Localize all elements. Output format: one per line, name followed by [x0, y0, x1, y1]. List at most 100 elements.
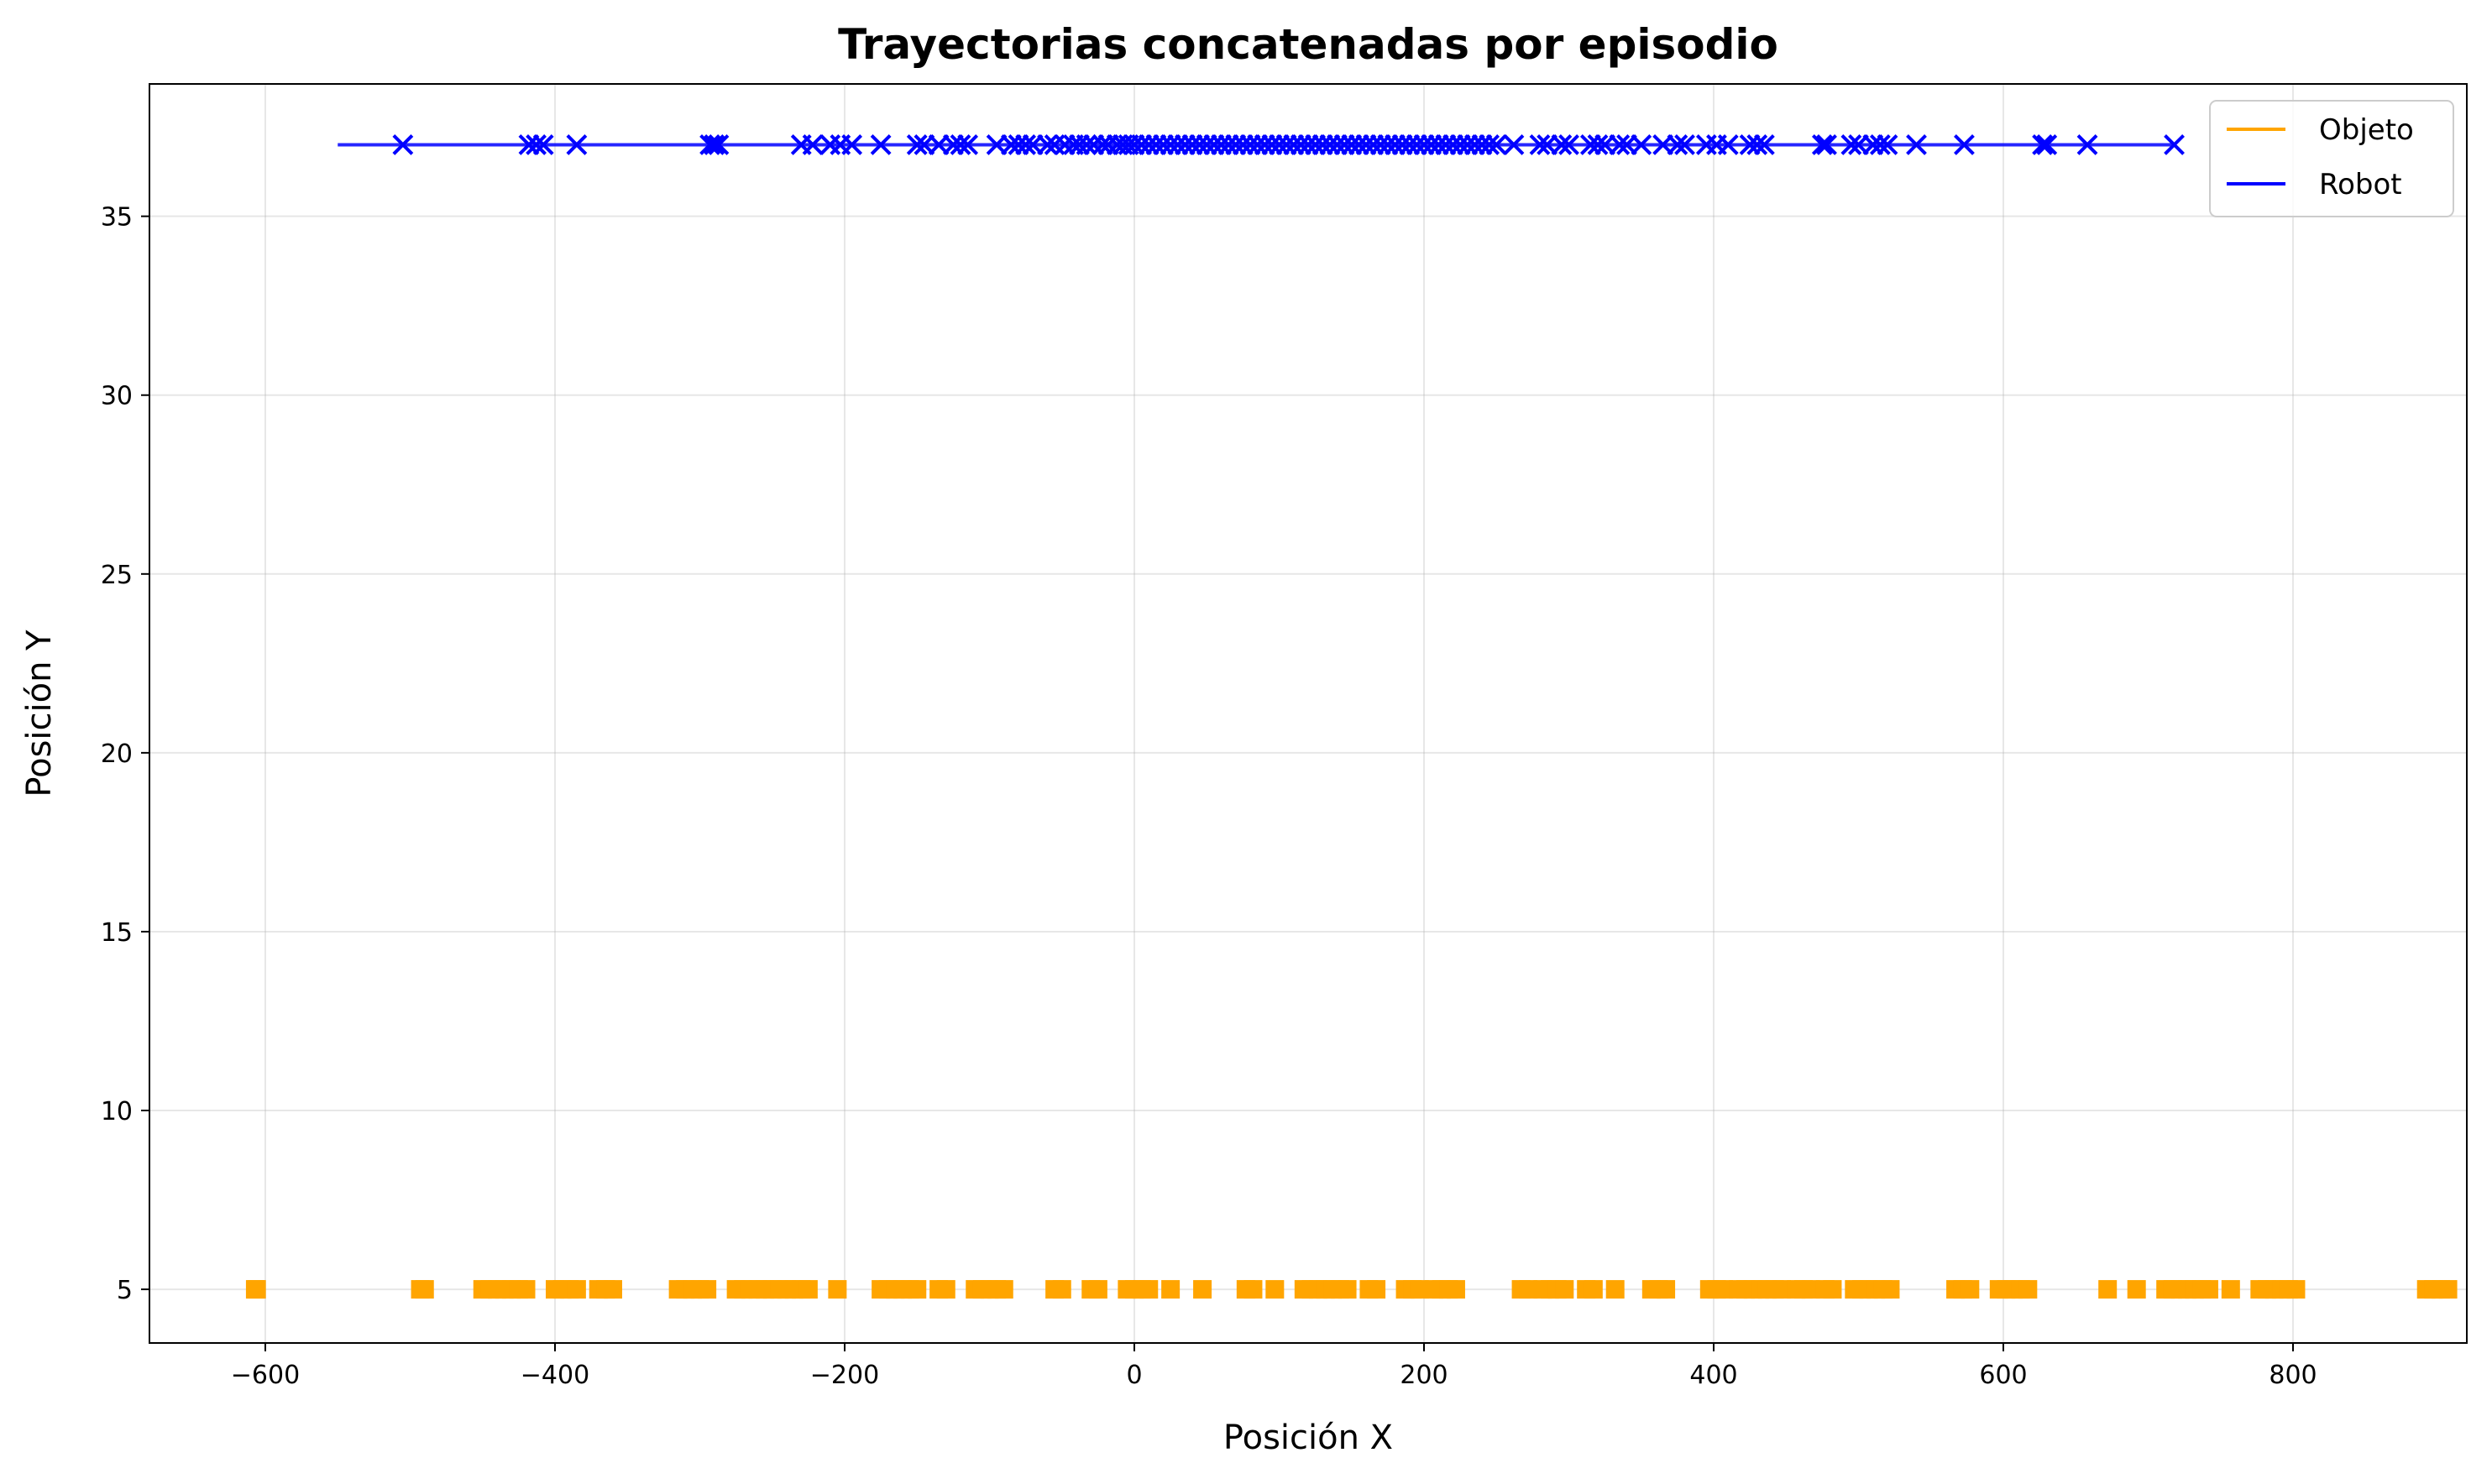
- objeto-point: [2221, 1280, 2240, 1299]
- robot-point: [392, 134, 414, 155]
- objeto-point: [247, 1280, 266, 1299]
- robot-point: [1954, 134, 1975, 155]
- robot-point: [841, 134, 863, 155]
- y-axis-label: Posición Y: [20, 630, 59, 797]
- robot-point: [1717, 134, 1739, 155]
- objeto-point: [567, 1280, 586, 1299]
- y-tick-label: 15: [101, 918, 133, 948]
- y-tick-label: 35: [101, 203, 133, 233]
- x-tick-label: 200: [1400, 1361, 1448, 1390]
- x-axis: −600 −400 −200 0 200 400 600 800: [231, 1343, 2317, 1390]
- y-tick-label: 20: [101, 739, 133, 769]
- objeto-point: [1881, 1280, 1900, 1299]
- robot-point: [1877, 134, 1898, 155]
- robot-point: [2164, 134, 2185, 155]
- objeto-point: [2199, 1280, 2218, 1299]
- objeto-point: [2018, 1280, 2038, 1299]
- objeto-point: [1052, 1280, 1071, 1299]
- robot-point: [1631, 134, 1652, 155]
- y-tick-label: 25: [101, 561, 133, 590]
- robot-point: [870, 134, 892, 155]
- robot-point: [957, 134, 979, 155]
- robot-point: [1609, 134, 1631, 155]
- x-axis-label: Posición X: [1223, 1419, 1393, 1457]
- robot-point: [1558, 134, 1579, 155]
- objeto-point: [415, 1280, 434, 1299]
- objeto-point: [2286, 1280, 2306, 1299]
- robot-point: [2036, 134, 2058, 155]
- objeto-point: [1584, 1280, 1603, 1299]
- plot-area: [149, 83, 2468, 1344]
- objeto-point: [1088, 1280, 1107, 1299]
- objeto-point: [994, 1280, 1013, 1299]
- robot-point: [1869, 134, 1891, 155]
- robot-point: [704, 134, 725, 155]
- objeto-point: [1961, 1280, 1980, 1299]
- y-tick-label: 30: [101, 382, 133, 411]
- robot-point: [802, 134, 824, 155]
- legend: Objeto Robot: [2209, 100, 2454, 217]
- objeto-point: [1605, 1280, 1625, 1299]
- robot-point: [1485, 134, 1507, 155]
- robot-point: [1811, 134, 1833, 155]
- chart-title: Trayectorias concatenadas por episodio: [838, 20, 1778, 69]
- robot-point: [1479, 134, 1500, 155]
- robot-point: [1503, 134, 1525, 155]
- axes-frame: [149, 83, 2468, 1344]
- x-tick-label: 0: [1126, 1361, 1142, 1390]
- robot-point: [1816, 134, 1837, 155]
- objeto-point: [2098, 1280, 2118, 1299]
- grid: [149, 84, 2467, 1343]
- robot-point: [1746, 134, 1768, 155]
- robot-point: [1551, 134, 1573, 155]
- robot-point: [1667, 134, 1688, 155]
- series-objeto: [245, 1280, 2458, 1299]
- legend-label-robot: Robot: [2319, 168, 2402, 201]
- objeto-point: [516, 1280, 536, 1299]
- objeto-point: [2438, 1280, 2458, 1299]
- robot-point: [1015, 134, 1037, 155]
- robot-point: [2076, 134, 2098, 155]
- objeto-point: [1193, 1280, 1212, 1299]
- x-tick-label: −400: [521, 1361, 589, 1390]
- x-tick-label: 800: [2269, 1361, 2317, 1390]
- objeto-point: [698, 1280, 717, 1299]
- objeto-point: [1367, 1280, 1386, 1299]
- robot-point: [1753, 134, 1775, 155]
- robot-point: [1076, 134, 1097, 155]
- objeto-point: [798, 1280, 818, 1299]
- robot-point: [1840, 134, 1862, 155]
- legend-label-objeto: Objeto: [2319, 113, 2414, 147]
- robot-point: [1529, 134, 1551, 155]
- objeto-point: [1519, 1280, 1538, 1299]
- y-axis: 5 10 15 20 25 30 35: [101, 203, 149, 1305]
- objeto-point: [1139, 1280, 1159, 1299]
- objeto-point: [1446, 1280, 1465, 1299]
- objeto-point: [1715, 1280, 1734, 1299]
- y-tick-label: 10: [101, 1097, 133, 1126]
- x-tick-label: 400: [1689, 1361, 1737, 1390]
- y-tick-label: 5: [117, 1276, 133, 1305]
- objeto-point: [1410, 1280, 1429, 1299]
- objeto-point: [1243, 1280, 1263, 1299]
- x-tick-label: −200: [810, 1361, 879, 1390]
- objeto-point: [1657, 1280, 1676, 1299]
- x-tick-label: 600: [1979, 1361, 2027, 1390]
- objeto-point: [2127, 1280, 2146, 1299]
- objeto-point: [1265, 1280, 1285, 1299]
- objeto-point: [1823, 1280, 1842, 1299]
- robot-point: [708, 134, 730, 155]
- robot-point: [1906, 134, 1927, 155]
- series-robot: [338, 134, 2185, 155]
- robot-point: [950, 134, 971, 155]
- robot-point: [1037, 134, 1058, 155]
- objeto-point: [1772, 1280, 1792, 1299]
- objeto-point: [828, 1280, 847, 1299]
- robot-point: [566, 134, 588, 155]
- objeto-point: [1161, 1280, 1181, 1299]
- robot-point: [906, 134, 928, 155]
- robot-point: [532, 134, 554, 155]
- objeto-point: [604, 1280, 622, 1299]
